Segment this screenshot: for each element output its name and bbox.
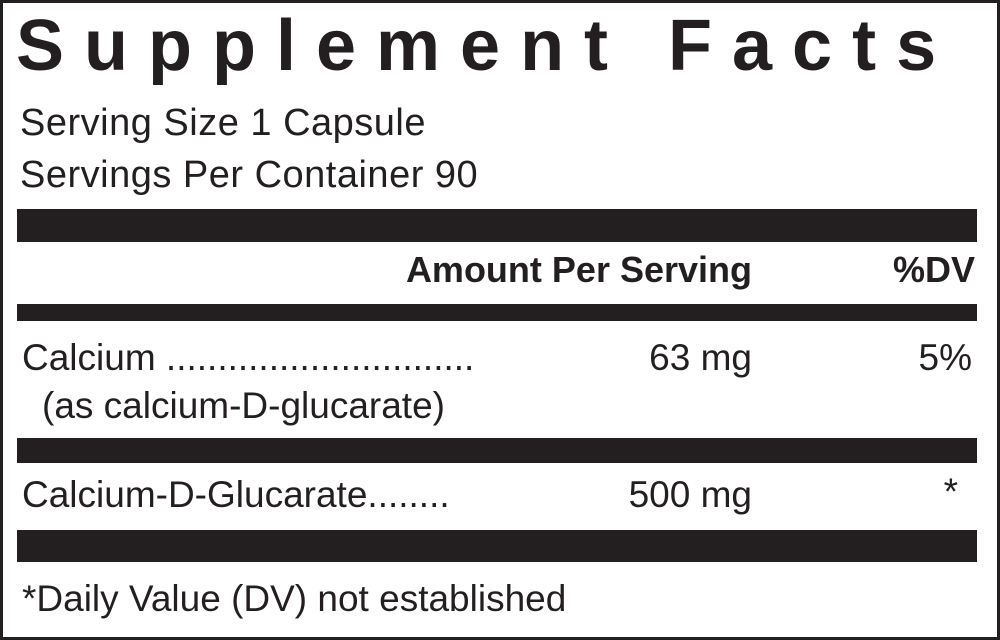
dv-header: %DV (892, 249, 975, 290)
servings-per-container: Servings Per Container 90 (20, 154, 479, 196)
nutrient-name-calcium-d-glucarate: Calcium-D-Glucarate........ (22, 474, 450, 515)
nutrient-amount-calcium-d-glucarate: 500 mg (628, 474, 752, 515)
amount-per-serving-header: Amount Per Serving (405, 249, 752, 290)
thick-divider-bottom (17, 530, 977, 562)
nutrient-dv-calcium-d-glucarate: * (943, 471, 958, 512)
serving-size: Serving Size 1 Capsule (20, 102, 426, 144)
medium-divider (17, 304, 977, 321)
divider (17, 438, 977, 463)
label-title: Supplement Facts (16, 6, 957, 86)
nutrient-dv-calcium: 5% (918, 337, 972, 378)
thick-divider (17, 209, 977, 242)
nutrient-amount-calcium: 63 mg (649, 337, 752, 378)
nutrient-name-calcium: Calcium .............................. (22, 337, 475, 378)
footnote: *Daily Value (DV) not established (22, 578, 567, 619)
nutrient-source-calcium: (as calcium-D-glucarate) (42, 385, 445, 426)
